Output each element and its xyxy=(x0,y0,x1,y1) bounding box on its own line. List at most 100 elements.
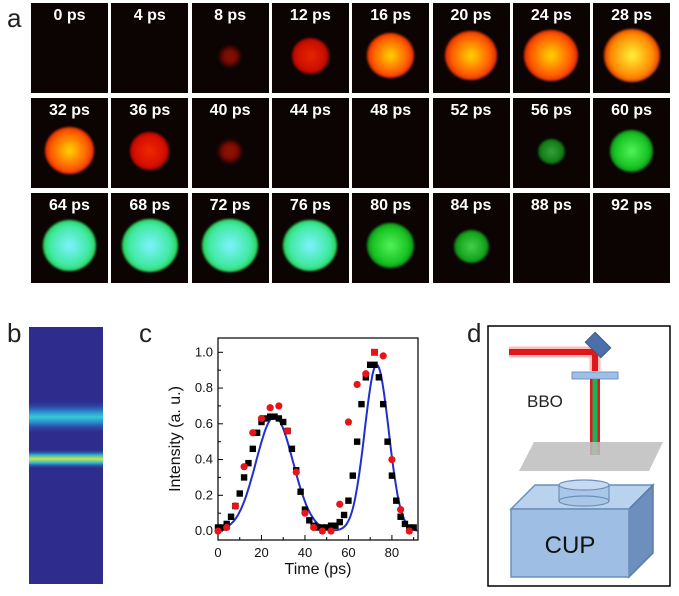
data-point-measured xyxy=(336,518,343,526)
x-tick-label: 40 xyxy=(298,545,312,560)
frame-time-label: 32 ps xyxy=(49,102,90,119)
frame-time-label: 52 ps xyxy=(450,102,492,119)
data-point-reference xyxy=(275,402,283,410)
y-axis-label: Intensity (a. u.) xyxy=(167,386,184,492)
streak-image xyxy=(29,327,103,584)
data-point-measured xyxy=(323,524,330,531)
frame-28ps: 28 ps xyxy=(593,3,671,93)
emission-spot xyxy=(44,127,95,175)
data-point-measured xyxy=(340,511,348,519)
plot-frame xyxy=(217,337,419,541)
data-point-measured xyxy=(227,513,235,520)
frame-time-label: 24 ps xyxy=(530,7,572,24)
frame-92ps: 92 ps xyxy=(593,193,671,283)
frame-16ps: 16 ps xyxy=(352,3,430,93)
emission-spot xyxy=(453,229,489,263)
frame-time-label: 36 ps xyxy=(129,102,171,119)
x-tick-label: 80 xyxy=(385,545,399,560)
frame-8ps: 8 ps xyxy=(191,3,269,93)
frame-time-label: 4 ps xyxy=(133,7,166,24)
data-point-reference xyxy=(310,523,318,532)
frame-60ps: 60 ps xyxy=(593,98,671,188)
frame-72ps: 72 ps xyxy=(191,193,269,283)
frame-24ps: 24 ps xyxy=(512,3,590,93)
frame-time-label: 48 ps xyxy=(370,102,412,119)
cup-label: CUP xyxy=(545,532,596,559)
frame-0ps: 0 ps xyxy=(31,3,108,93)
emission-spot xyxy=(42,220,97,272)
y-tick-label: 0.0 xyxy=(195,523,213,538)
data-point-reference xyxy=(353,380,361,389)
frame-time-label: 12 ps xyxy=(289,7,331,24)
data-point-measured xyxy=(236,490,243,497)
data-point-measured xyxy=(375,374,383,381)
emission-spot xyxy=(537,138,565,164)
x-axis-label: Time (ps) xyxy=(285,561,352,578)
frame-12ps: 12 ps xyxy=(271,3,349,93)
frame-time-label: 40 ps xyxy=(209,102,251,119)
streak-band-lower xyxy=(29,449,103,469)
data-point-measured xyxy=(401,520,409,528)
data-point-measured xyxy=(275,415,283,422)
emission-spot xyxy=(202,219,259,273)
data-point-measured xyxy=(297,488,304,495)
frame-48ps: 48 ps xyxy=(352,98,430,188)
frame-time-label: 16 ps xyxy=(370,7,412,24)
data-point-measured xyxy=(397,513,404,520)
cup-box-front xyxy=(510,508,630,578)
y-tick-label: 0.4 xyxy=(195,452,213,467)
data-point-measured xyxy=(345,497,352,504)
data-point-reference xyxy=(371,348,379,356)
emission-spot xyxy=(130,132,170,170)
data-point-reference xyxy=(388,455,396,464)
lens-top xyxy=(558,479,610,491)
screen-plane xyxy=(519,442,663,471)
emission-spot xyxy=(524,30,579,82)
frame-76ps: 76 ps xyxy=(271,193,349,283)
frame-64ps: 64 ps xyxy=(31,193,108,283)
data-point-reference xyxy=(405,527,413,535)
bbo-crystal xyxy=(571,371,619,380)
panel-label-b: b xyxy=(7,318,22,348)
data-point-measured xyxy=(249,445,256,453)
data-point-reference xyxy=(362,370,370,378)
frame-32ps: 32 ps xyxy=(31,98,108,188)
frame-time-label: 20 ps xyxy=(450,7,492,24)
data-point-measured xyxy=(371,361,378,369)
emission-spot xyxy=(603,29,660,83)
frame-time-label: 88 ps xyxy=(530,197,572,214)
data-point-reference xyxy=(240,463,248,471)
frame-84ps: 84 ps xyxy=(432,193,510,283)
emission-spot xyxy=(291,38,329,74)
frame-68ps: 68 ps xyxy=(111,193,189,283)
frame-time-label: 60 ps xyxy=(611,102,653,119)
frame-time-label: 72 ps xyxy=(209,197,251,214)
data-point-measured xyxy=(266,413,274,420)
emission-spot xyxy=(219,46,241,67)
frame-time-label: 0 ps xyxy=(53,7,86,24)
data-point-reference xyxy=(327,527,335,535)
intensity-time-chart: 0 20 40 60 80 0.0 0.2 0.4 0.6 0.8 1.0 Time (ps) Inte… xyxy=(167,337,419,578)
data-point-measured xyxy=(393,497,400,504)
data-point-reference xyxy=(249,429,257,437)
data-point-reference xyxy=(214,527,222,535)
data-point-measured xyxy=(271,413,278,420)
frame-4ps: 4 ps xyxy=(111,3,189,93)
data-point-measured xyxy=(280,418,287,426)
bbo-label: BBO xyxy=(527,392,563,411)
fit-curve xyxy=(217,363,419,532)
emission-spot xyxy=(366,33,415,79)
y-tick-label: 0.8 xyxy=(195,380,213,395)
panel-label-d: d xyxy=(467,318,482,348)
frame-36ps: 36 ps xyxy=(111,98,189,188)
frame-time-label: 68 ps xyxy=(129,197,171,214)
data-point-measured xyxy=(410,524,417,531)
panel-label-c: c xyxy=(139,318,152,348)
y-tick-label: 1.0 xyxy=(195,344,213,359)
data-point-reference xyxy=(283,427,292,435)
data-point-measured xyxy=(353,438,361,445)
setup-schematic: BBO CUP xyxy=(487,325,671,587)
panel-label-a: a xyxy=(7,3,22,33)
data-point-reference xyxy=(257,414,266,423)
frame-sequence-grid: 0 ps 4 ps 8 ps 12 ps 16 ps 20 ps 24 ps 28 ps 32 … xyxy=(31,3,671,285)
